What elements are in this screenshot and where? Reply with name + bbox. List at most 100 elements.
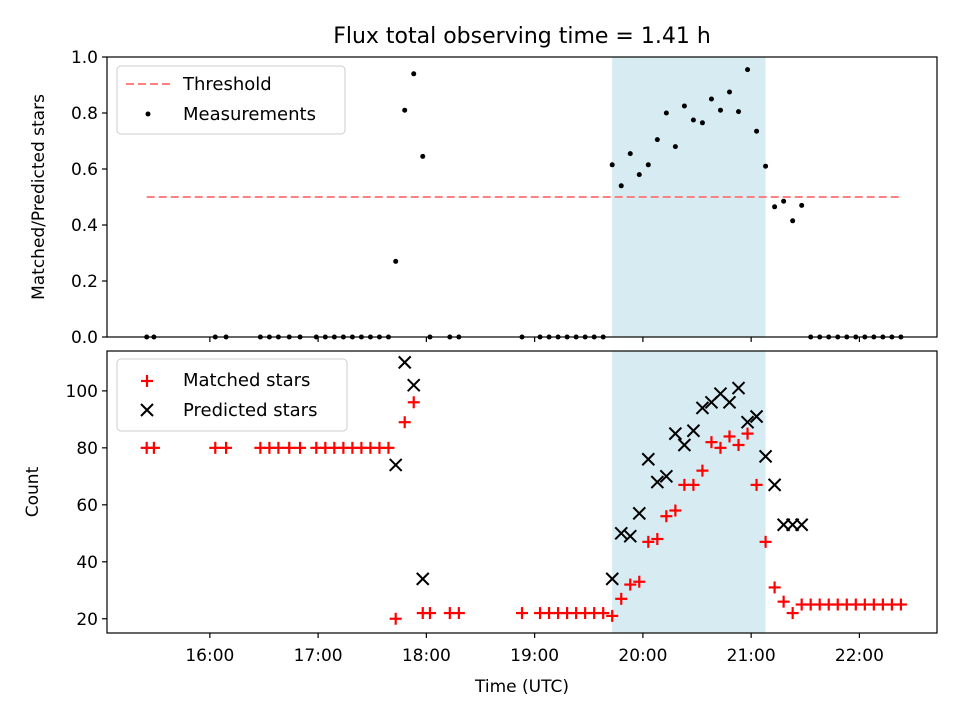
matched-point <box>696 464 709 477</box>
predicted-point <box>614 526 628 541</box>
matched-point <box>147 441 160 454</box>
matched-point <box>642 535 655 548</box>
predicted-point <box>686 424 701 438</box>
measurement-point <box>681 103 687 109</box>
matched-point <box>516 607 528 620</box>
measurement-point <box>781 198 787 204</box>
predicted-point <box>767 478 782 492</box>
matched-legend-label: Matched stars <box>183 370 310 391</box>
measurement-point <box>708 96 714 102</box>
observing-span <box>612 351 766 633</box>
x-tick-label: 22:00 <box>835 646 884 666</box>
measurement-point <box>393 258 399 264</box>
predicted-point <box>388 458 403 472</box>
matched-point <box>786 607 799 620</box>
measurement-point <box>618 183 624 189</box>
measurement-point <box>772 204 778 210</box>
predicted-point <box>416 572 430 586</box>
matched-point <box>389 612 402 625</box>
matched-point <box>894 598 907 611</box>
measurement-point <box>690 117 696 123</box>
predicted-point <box>677 438 692 452</box>
predicted-point <box>659 469 674 484</box>
matched-point <box>597 607 610 620</box>
measurement-point <box>411 71 417 77</box>
predicted-point <box>749 409 764 424</box>
predicted-point <box>605 572 619 586</box>
measurement-point <box>654 137 660 143</box>
measurement-point <box>799 202 805 208</box>
measurement-point <box>636 172 642 178</box>
measurement-point <box>420 153 426 159</box>
matched-point <box>272 441 285 454</box>
y-tick-label: 0.4 <box>71 216 98 236</box>
y-tick-label: 0.8 <box>71 104 98 124</box>
matched-point <box>777 595 790 608</box>
ratio-panel: 0.0 0.2 0.4 0.6 0.8 1.0 Matched/Predicted sta… <box>29 48 938 348</box>
count-y-label: Count <box>23 466 43 517</box>
ratio-y-label: Matched/Predicted stars <box>29 94 49 300</box>
count-x-ticks: 16:00 17:00 18:00 19:00 20:00 21:00 22:00 <box>185 633 884 666</box>
matched-legend-swatch <box>141 375 153 387</box>
matched-point <box>768 581 781 594</box>
matched-point <box>732 439 745 451</box>
matched-point <box>423 607 436 620</box>
y-tick-label: 60 <box>76 496 98 516</box>
predicted-point <box>740 415 755 429</box>
matched-point <box>741 427 754 440</box>
predicted-legend-swatch <box>140 403 154 417</box>
predicted-point <box>695 401 710 415</box>
measurement-point <box>402 107 408 113</box>
predicted-point <box>398 355 412 370</box>
x-tick-label: 18:00 <box>402 646 451 666</box>
ratio-panel-frame <box>106 56 938 338</box>
matched-point <box>633 575 646 588</box>
y-tick-label: 100 <box>66 382 98 402</box>
predicted-point <box>758 449 773 464</box>
x-axis-label: Time (UTC) <box>474 677 569 697</box>
measurement-point <box>699 120 705 126</box>
y-tick-label: 1.0 <box>71 48 98 68</box>
matched-point <box>669 504 682 517</box>
x-tick-label: 21:00 <box>727 646 776 666</box>
matched-point <box>398 416 411 429</box>
matched-point <box>723 430 736 443</box>
measurement-point <box>672 144 678 150</box>
x-tick-label: 17:00 <box>294 646 343 666</box>
y-tick-label: 80 <box>76 439 98 459</box>
matched-point <box>759 535 772 548</box>
matched-point <box>294 441 307 454</box>
measurement-point <box>663 110 669 116</box>
predicted-point <box>650 475 665 489</box>
y-tick-label: 0.6 <box>71 160 98 180</box>
y-tick-label: 0.0 <box>71 328 98 348</box>
threshold-legend-label: Threshold <box>182 74 272 95</box>
measurement-point <box>727 89 732 95</box>
measurement-legend-swatch <box>145 111 151 117</box>
matched-point <box>220 441 233 454</box>
measurement-point <box>754 128 760 134</box>
predicted-stars-points <box>388 355 809 586</box>
count-panel-frame <box>106 350 938 634</box>
matched-point <box>705 436 718 449</box>
matched-point <box>660 510 673 523</box>
ratio-y-ticks: 0.0 0.2 0.4 0.6 0.8 1.0 <box>71 48 107 348</box>
ratio-x-ticks <box>209 337 861 342</box>
measurement-point <box>645 162 651 168</box>
count-legend: Matched stars Predicted stars <box>116 358 348 432</box>
predicted-point <box>722 395 737 409</box>
measurement-point <box>763 163 769 169</box>
matched-point <box>382 441 395 454</box>
matched-point <box>624 578 637 591</box>
predicted-point <box>794 518 809 532</box>
matched-point <box>283 441 296 454</box>
matched-point <box>651 533 664 545</box>
y-tick-label: 20 <box>76 610 98 630</box>
count-panel: 20 40 60 80 100 16:00 17:00 18:00 19:00 20:00 21:… <box>23 350 938 697</box>
y-tick-label: 40 <box>76 553 98 573</box>
predicted-point <box>731 381 746 395</box>
measurement-point <box>609 162 615 168</box>
matched-stars-points <box>140 396 907 625</box>
count-y-ticks: 20 40 60 80 100 <box>66 382 107 630</box>
